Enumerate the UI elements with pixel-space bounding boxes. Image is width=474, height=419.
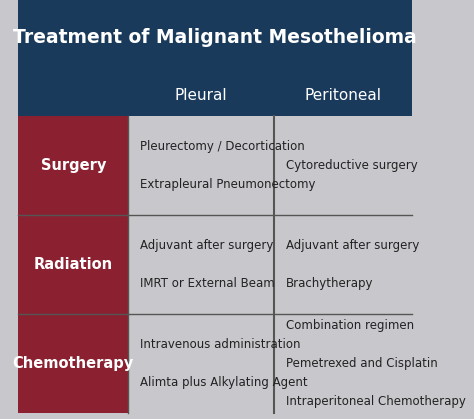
FancyBboxPatch shape <box>18 75 412 116</box>
Text: Radiation: Radiation <box>34 257 113 272</box>
FancyBboxPatch shape <box>18 116 128 215</box>
FancyBboxPatch shape <box>18 0 412 75</box>
FancyBboxPatch shape <box>128 215 274 314</box>
Text: Combination regimen

Pemetrexed and Cisplatin

Intraperitoneal Chemotherapy: Combination regimen Pemetrexed and Cispl… <box>286 319 465 408</box>
Text: Adjuvant after surgery

IMRT or External Beam: Adjuvant after surgery IMRT or External … <box>140 239 275 290</box>
Text: Treatment of Malignant Mesothelioma: Treatment of Malignant Mesothelioma <box>13 28 417 47</box>
Text: Adjuvant after surgery

Brachytherapy: Adjuvant after surgery Brachytherapy <box>286 239 419 290</box>
FancyBboxPatch shape <box>128 116 274 215</box>
Text: Pleural: Pleural <box>175 88 228 103</box>
FancyBboxPatch shape <box>18 215 128 314</box>
FancyBboxPatch shape <box>274 215 412 314</box>
Text: Intravenous administration

Alimta plus Alkylating Agent: Intravenous administration Alimta plus A… <box>140 338 308 389</box>
FancyBboxPatch shape <box>274 116 412 215</box>
Text: Cytoreductive surgery: Cytoreductive surgery <box>286 159 418 172</box>
Text: Pleurectomy / Decortication

Extrapleural Pneumonectomy: Pleurectomy / Decortication Extrapleural… <box>140 140 316 191</box>
Text: Surgery: Surgery <box>41 158 106 173</box>
Text: Peritoneal: Peritoneal <box>304 88 381 103</box>
FancyBboxPatch shape <box>18 314 128 413</box>
FancyBboxPatch shape <box>274 314 412 413</box>
FancyBboxPatch shape <box>128 314 274 413</box>
Text: Chemotherapy: Chemotherapy <box>13 356 134 371</box>
